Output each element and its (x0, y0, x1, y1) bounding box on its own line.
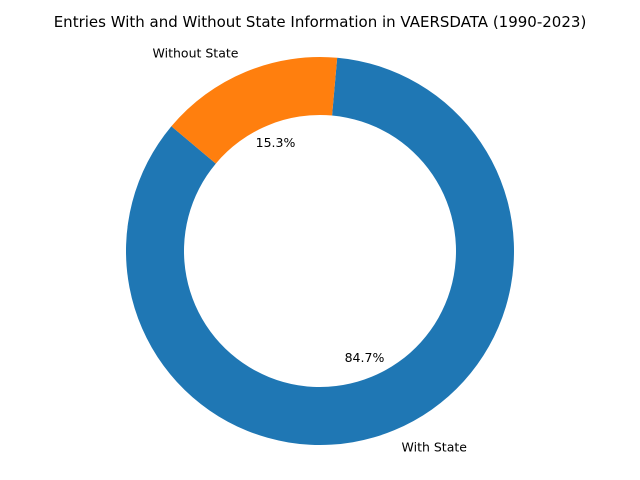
chart-title: Entries With and Without State Informati… (53, 13, 587, 31)
slice-with-state (126, 57, 514, 445)
slice-without-state (171, 57, 338, 164)
slice-percent-without-state: 15.3% (256, 135, 296, 150)
slice-percent-with-state: 84.7% (345, 350, 385, 365)
slice-label-with-state: With State (402, 440, 468, 455)
slice-label-without-state: Without State (153, 45, 239, 60)
